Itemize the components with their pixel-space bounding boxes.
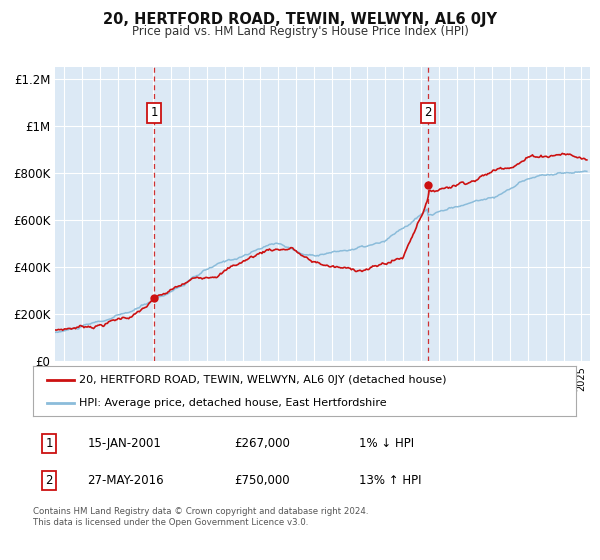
Text: HPI: Average price, detached house, East Hertfordshire: HPI: Average price, detached house, East…	[79, 398, 387, 408]
Text: Contains HM Land Registry data © Crown copyright and database right 2024.: Contains HM Land Registry data © Crown c…	[33, 507, 368, 516]
Text: 2: 2	[424, 106, 432, 119]
Text: £750,000: £750,000	[234, 474, 290, 487]
Text: This data is licensed under the Open Government Licence v3.0.: This data is licensed under the Open Gov…	[33, 518, 308, 527]
Text: £267,000: £267,000	[234, 437, 290, 450]
Text: 1: 1	[150, 106, 158, 119]
Text: 13% ↑ HPI: 13% ↑ HPI	[359, 474, 421, 487]
Text: 2: 2	[46, 474, 53, 487]
Text: 20, HERTFORD ROAD, TEWIN, WELWYN, AL6 0JY (detached house): 20, HERTFORD ROAD, TEWIN, WELWYN, AL6 0J…	[79, 375, 446, 385]
Text: Price paid vs. HM Land Registry's House Price Index (HPI): Price paid vs. HM Land Registry's House …	[131, 25, 469, 38]
Text: 20, HERTFORD ROAD, TEWIN, WELWYN, AL6 0JY: 20, HERTFORD ROAD, TEWIN, WELWYN, AL6 0J…	[103, 12, 497, 27]
Text: 1% ↓ HPI: 1% ↓ HPI	[359, 437, 414, 450]
Text: 15-JAN-2001: 15-JAN-2001	[88, 437, 161, 450]
Text: 1: 1	[46, 437, 53, 450]
Text: 27-MAY-2016: 27-MAY-2016	[88, 474, 164, 487]
